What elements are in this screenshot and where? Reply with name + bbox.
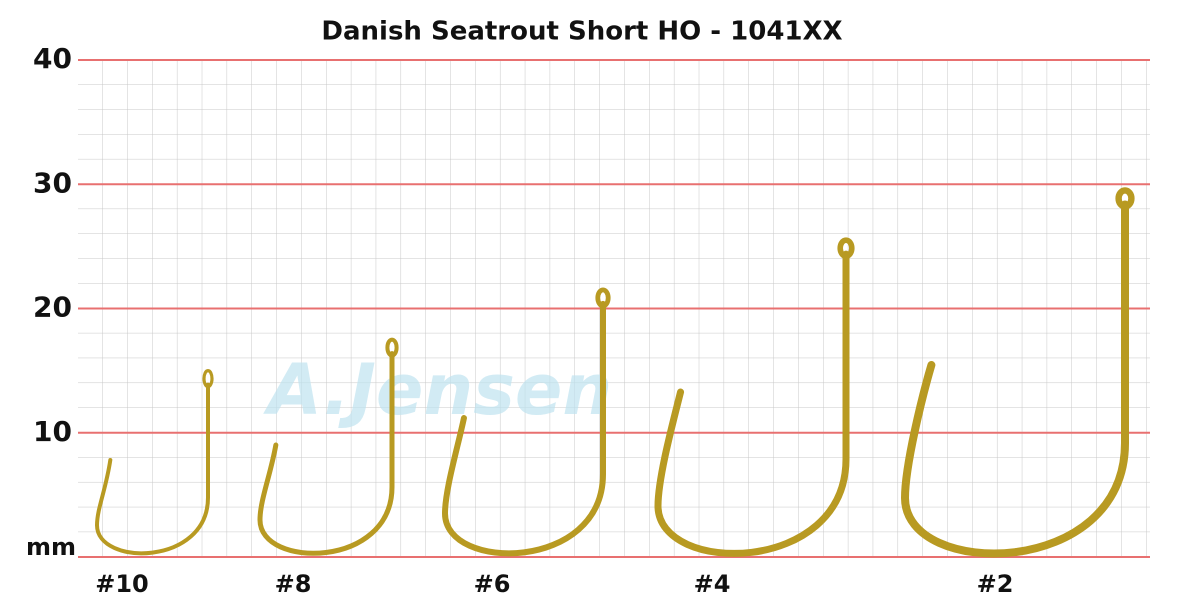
x-tick-label: #10: [95, 570, 149, 598]
hook-eye: [385, 337, 399, 358]
hook: [900, 200, 1129, 558]
hook-eye: [1115, 187, 1135, 210]
hook-eye: [837, 237, 855, 259]
hook: [654, 250, 850, 557]
chart-title: Danish Seatrout Short HO - 1041XX: [321, 17, 842, 47]
hook-eye: [595, 287, 611, 309]
y-tick-label: 10: [33, 415, 72, 448]
hook: [441, 300, 606, 557]
x-tick-label: #2: [977, 570, 1014, 598]
y-axis-label: mm: [26, 533, 76, 561]
hook: [257, 351, 395, 556]
x-tick-label: #4: [694, 570, 731, 598]
y-tick-label: 40: [33, 42, 72, 75]
y-tick-label: 30: [33, 166, 72, 199]
hook-eye: [202, 369, 214, 389]
hook: [94, 382, 210, 556]
x-tick-label: #6: [474, 570, 511, 598]
x-tick-label: #8: [275, 570, 312, 598]
watermark: A.Jensen: [263, 349, 612, 431]
y-tick-label: 20: [33, 291, 72, 324]
